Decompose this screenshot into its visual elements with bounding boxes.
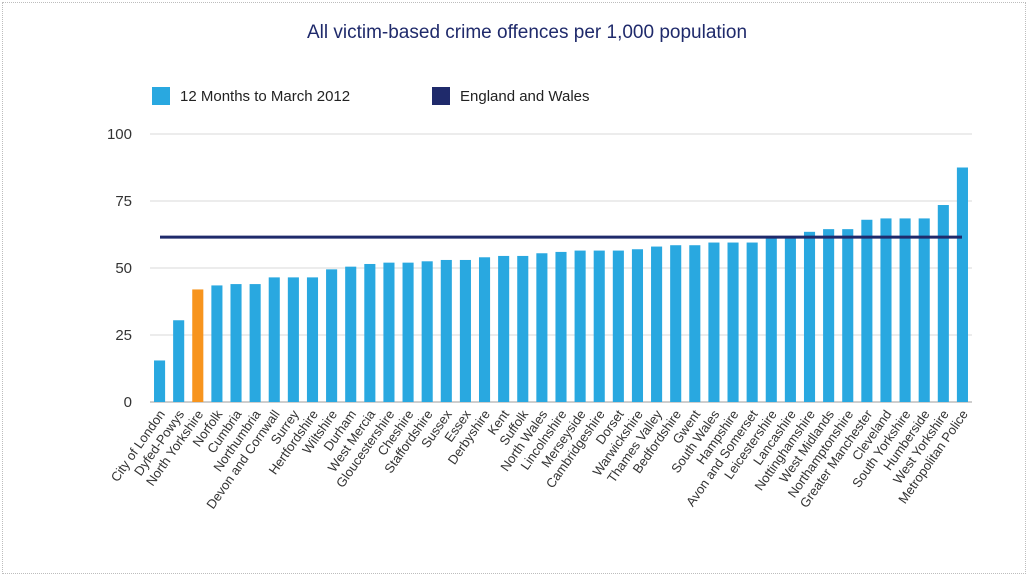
bar <box>784 238 796 402</box>
bar <box>803 231 816 402</box>
bar <box>708 242 720 402</box>
bar <box>326 269 338 402</box>
legend-swatch-bars <box>152 87 170 105</box>
bars <box>154 167 968 402</box>
bar <box>287 277 299 402</box>
bar <box>192 289 204 402</box>
bar <box>498 255 510 402</box>
bar <box>765 238 777 402</box>
bar <box>555 251 567 402</box>
legend-swatch-average <box>432 87 450 105</box>
bar <box>937 205 949 402</box>
bar <box>268 277 280 402</box>
y-tick-label: 0 <box>124 394 132 411</box>
bar <box>517 255 529 402</box>
bar <box>383 262 395 402</box>
y-tick-label: 25 <box>115 327 132 344</box>
bar <box>651 246 663 402</box>
bar <box>880 218 892 402</box>
bar <box>689 245 701 402</box>
bar <box>918 218 930 402</box>
bar <box>364 263 376 402</box>
bar <box>612 250 624 402</box>
bar <box>211 285 223 402</box>
bar <box>306 277 319 402</box>
legend: 12 Months to March 2012 England and Wale… <box>152 87 590 105</box>
bar <box>536 253 548 402</box>
bar <box>230 284 242 402</box>
bar <box>670 245 682 402</box>
bar <box>421 261 433 402</box>
bar <box>746 242 758 402</box>
y-tick-label: 50 <box>115 260 132 277</box>
bar <box>956 167 968 402</box>
bar <box>727 242 739 402</box>
bar <box>345 266 357 402</box>
y-tick-label: 75 <box>115 193 132 210</box>
legend-label-average: England and Wales <box>460 88 590 105</box>
bar <box>861 219 873 402</box>
y-axis-ticks: 0 25 50 75 100 <box>107 126 132 411</box>
bar <box>842 229 854 402</box>
bar <box>154 360 166 402</box>
bar <box>823 229 835 402</box>
chart-title: All victim-based crime offences per 1,00… <box>307 22 747 43</box>
bar <box>402 262 414 402</box>
bar <box>249 284 261 402</box>
legend-label-bars: 12 Months to March 2012 <box>180 88 350 105</box>
bar <box>574 250 586 402</box>
bar <box>899 218 911 402</box>
bar <box>478 257 491 402</box>
y-tick-label: 100 <box>107 126 132 143</box>
bar <box>593 250 605 402</box>
bar <box>459 259 471 402</box>
bar <box>440 259 452 402</box>
bar <box>173 320 185 402</box>
bar <box>631 249 644 402</box>
